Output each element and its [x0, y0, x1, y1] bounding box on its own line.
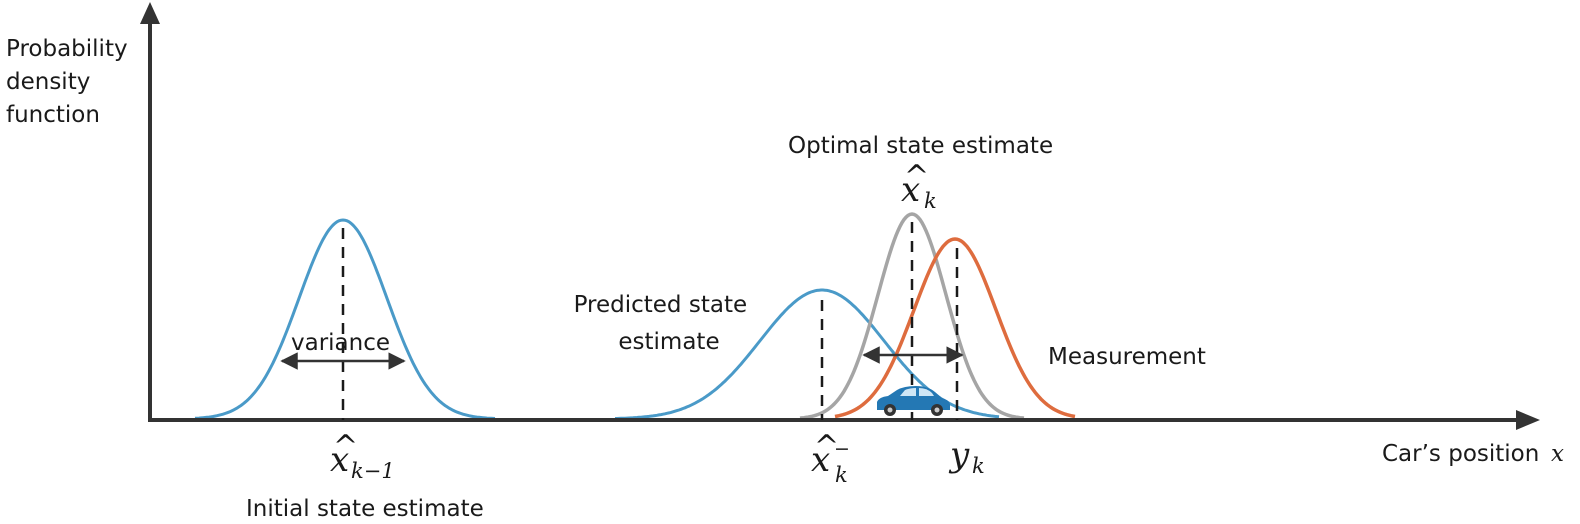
x-axis-variable: x	[1551, 441, 1564, 467]
optimal-distribution-curve	[799, 212, 1025, 420]
optimal-estimate-label: Optimal state estimate	[788, 133, 1053, 159]
predicted-estimate-label-line-1: Predicted state	[574, 292, 748, 318]
predicted-estimate-hat: ^	[814, 429, 839, 464]
y-axis-label: Probability density function	[6, 36, 135, 128]
y-axis-arrowhead	[140, 2, 160, 24]
predicted-estimate-label-line-2: estimate	[618, 329, 719, 355]
predicted-estimate-superscript: −	[834, 438, 850, 460]
measurement-label: Measurement	[1048, 344, 1206, 370]
car-window	[900, 388, 916, 396]
optimal-estimate-subscript: k	[924, 189, 937, 213]
predicted-estimate-symbol: ^ x − k	[811, 429, 850, 487]
car-body	[877, 386, 950, 410]
mean-lines	[341, 222, 959, 420]
car-icon	[877, 386, 950, 416]
prior-estimate-subscript: k−1	[351, 459, 395, 483]
prior-estimate-hat: ^	[333, 429, 358, 464]
predicted-estimate-subscript: k	[835, 463, 848, 487]
measurement-distribution-curve	[834, 237, 1076, 419]
variance-label: variance	[291, 330, 390, 356]
car-hub-front	[887, 407, 893, 413]
y-axis-label-line-1: Probability	[6, 36, 128, 62]
initial-estimate-label: Initial state estimate	[246, 496, 484, 522]
y-axis-label-line-3: function	[6, 102, 100, 128]
y-axis-label-line-2: density	[6, 69, 90, 95]
measurement-symbol: y k	[948, 435, 985, 478]
predicted-estimate-label: Predicted state estimate	[574, 292, 755, 355]
x-axis-arrowhead	[1516, 410, 1540, 430]
optimal-estimate-base: x	[901, 170, 920, 210]
car-window-rear	[919, 388, 934, 396]
x-axis-label: Car’s position	[1382, 441, 1539, 467]
measurement-base: y	[948, 435, 970, 475]
prior-estimate-base: x	[330, 440, 349, 480]
car-hub-rear	[934, 407, 940, 413]
prior-distribution-curve	[194, 218, 496, 420]
optimal-estimate-symbol: ^ x k	[901, 159, 937, 213]
axes	[140, 2, 1540, 430]
measurement-subscript: k	[972, 454, 985, 478]
optimal-estimate-hat: ^	[904, 159, 929, 194]
predicted-estimate-base: x	[811, 440, 830, 480]
prior-estimate-symbol: ^ x k−1	[330, 429, 395, 483]
